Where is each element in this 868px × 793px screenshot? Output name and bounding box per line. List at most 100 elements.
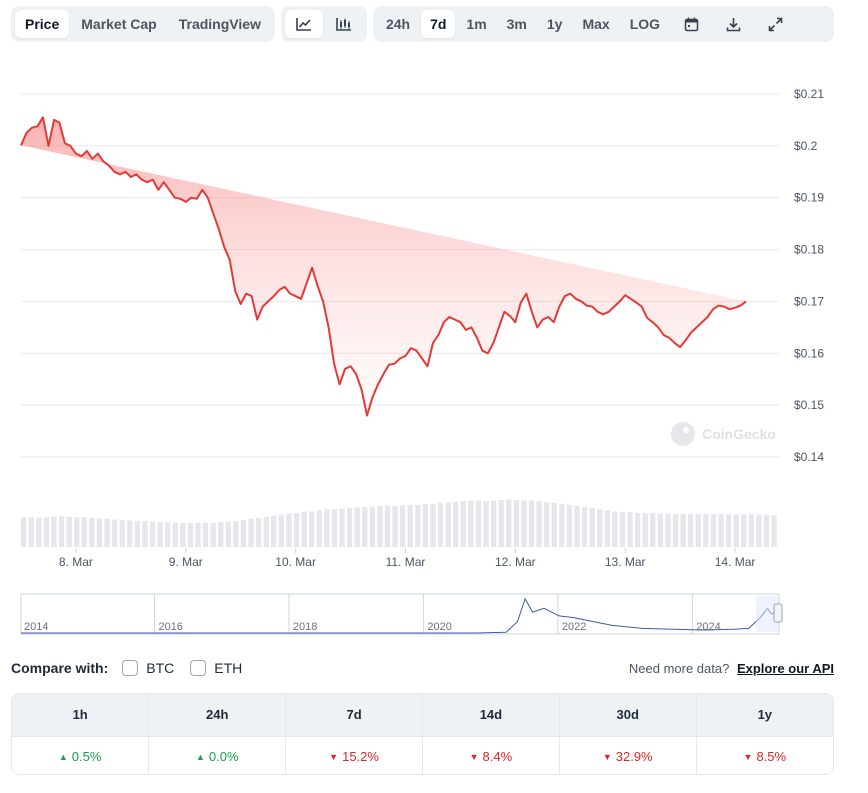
volume-bar (468, 500, 474, 547)
expand-button[interactable] (755, 10, 795, 38)
log-scale-toggle[interactable]: LOG (629, 16, 661, 32)
volume-bar (771, 515, 777, 547)
performance-percent: 0.5% (71, 748, 102, 764)
volume-bar (51, 516, 57, 547)
checkbox-box[interactable] (190, 660, 207, 676)
navigator-tick-label: 2022 (562, 621, 586, 633)
explore-api-link[interactable]: Explore our API (736, 660, 834, 676)
volume-bar (619, 511, 626, 547)
download-button[interactable] (713, 10, 753, 38)
volume-bar (453, 501, 459, 547)
volume-bar (642, 513, 648, 547)
volume-bar (112, 519, 118, 547)
more-data-label: Need more data? (628, 660, 730, 676)
volume-bar (218, 522, 224, 547)
volume-bar (491, 500, 497, 547)
volume-bar (695, 514, 701, 547)
price-chart[interactable]: $0.21$0.2$0.19$0.18$0.17$0.16$0.15$0.14 … (0, 0, 868, 645)
x-tick-label: 11. Mar (386, 555, 426, 569)
tab-market-cap[interactable]: Market Cap (81, 16, 157, 32)
volume-bar (286, 513, 292, 547)
volume-bar (149, 521, 156, 547)
coingecko-watermark: CoinGecko (671, 422, 776, 446)
candlestick-button[interactable] (325, 10, 363, 38)
navigator-frame (20, 593, 780, 635)
range-max[interactable]: Max (582, 16, 610, 32)
range-24h[interactable]: 24h (385, 16, 411, 32)
volume-bar (612, 511, 618, 547)
performance-value-row: ▲ 0.5% ▲ 0.0% ▼ 15.2% ▼ 8.4% ▼ 32.9% ▼ 8.5% (12, 735, 833, 774)
volume-bar (635, 513, 641, 547)
performance-value-14d: ▼ 8.4% (422, 735, 560, 774)
y-tick-label: $0.17 (794, 294, 824, 308)
x-tick-label: 9. Mar (169, 555, 203, 569)
calendar-icon (684, 17, 698, 31)
volume-bar (278, 514, 284, 547)
volume-bar (437, 502, 444, 547)
compare-bar: Compare with: BTC ETH Need more data? Ex… (11, 655, 834, 681)
volume-bar (725, 514, 732, 547)
volume-bar (263, 516, 269, 547)
navigator-tick-label: 2018 (293, 621, 317, 633)
volume-bar (528, 500, 535, 547)
x-tick-label: 12. Mar (495, 555, 536, 569)
performance-percent: 0.0% (208, 748, 239, 764)
header-24h: 24h (148, 694, 287, 736)
volume-bar (559, 503, 565, 547)
volume-bar (665, 513, 671, 547)
volume-bar (202, 522, 209, 547)
tab-tradingview[interactable]: TradingView (178, 16, 261, 32)
volume-bar (96, 518, 103, 547)
y-axis: $0.21 $0.2 $0.19 $0.18 $0.17 $0.16 $0.15 $0.14 (794, 87, 824, 464)
caret-down-icon: ▼ (469, 751, 479, 762)
volume-bar (293, 513, 300, 547)
volume-bar (763, 514, 770, 547)
navigator-tick-label: 2024 (696, 621, 720, 633)
volume-bar (650, 513, 656, 547)
navigator-handle[interactable] (773, 603, 783, 623)
volume-bar (475, 500, 482, 547)
volume-bar (187, 522, 194, 547)
volume-bar (316, 510, 322, 547)
volume-bar (688, 514, 694, 547)
volume-bar (225, 521, 231, 547)
volume-bar (104, 518, 110, 547)
performance-header-row: 1h 24h 7d 14d 30d 1y (12, 694, 833, 736)
range-7d[interactable]: 7d (421, 10, 456, 38)
compare-btc-checkbox[interactable]: BTC (122, 660, 174, 676)
volume-bar (400, 505, 406, 547)
volume-bar (256, 517, 262, 547)
range-1y[interactable]: 1y (546, 16, 563, 32)
calendar-button[interactable] (671, 10, 711, 38)
volume-bar (741, 514, 747, 547)
line-chart-button[interactable] (284, 10, 323, 38)
performance-percent: 15.2% (342, 748, 379, 764)
volume-bar (346, 508, 353, 547)
compare-label: Compare with: (11, 660, 109, 676)
range-1m[interactable]: 1m (466, 16, 487, 32)
chart-type-group (280, 6, 367, 42)
volume-bar (21, 517, 27, 547)
tab-price[interactable]: Price (15, 10, 70, 38)
checkbox-box[interactable] (122, 660, 139, 676)
x-tick-label: 14. Mar (715, 555, 756, 569)
volume-bar (581, 507, 588, 547)
volume-bar (127, 520, 133, 547)
navigator-tick-label: 2014 (24, 621, 48, 633)
performance-value-24h: ▲ 0.0% (148, 735, 287, 774)
volume-bar (430, 503, 436, 547)
range-3m[interactable]: 3m (506, 16, 527, 32)
compare-eth-checkbox[interactable]: ETH (190, 660, 242, 676)
coingecko-logo-icon (671, 422, 695, 446)
volume-bar (195, 522, 201, 547)
volume-bar (180, 522, 186, 547)
navigator-selection[interactable] (756, 596, 779, 632)
volume-bar (407, 504, 413, 547)
y-tick-label: $0.15 (794, 398, 824, 412)
performance-value-30d: ▼ 32.9% (559, 735, 697, 774)
volume-bar (119, 520, 125, 547)
navigator[interactable]: 2014 2016 2018 2020 2022 2024 (20, 593, 783, 635)
volume-bar (392, 506, 398, 547)
volume-bar (498, 500, 504, 547)
y-tick-label: $0.2 (794, 139, 818, 153)
